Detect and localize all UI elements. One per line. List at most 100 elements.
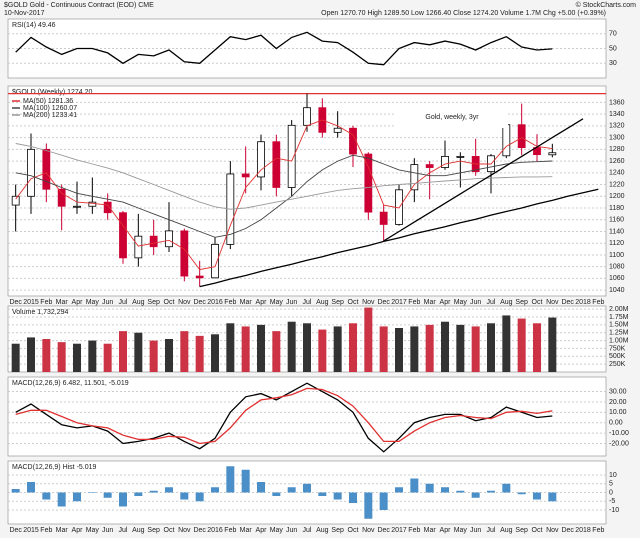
y-tick-label: 70 <box>609 31 617 38</box>
bar <box>517 492 526 495</box>
candle-body <box>57 188 66 207</box>
candle-body <box>11 195 20 206</box>
bar <box>257 482 265 493</box>
x-tick-label: 2017 <box>391 527 407 534</box>
bar <box>119 331 127 372</box>
candle-body <box>502 124 511 157</box>
x-tick-label: Jul <box>487 527 496 534</box>
bar <box>27 482 35 493</box>
credit: © StockCharts.com <box>576 1 637 9</box>
bar <box>425 483 434 493</box>
x-tick-label: Feb <box>40 527 52 534</box>
bar <box>73 492 81 502</box>
y-tick-label: 10 <box>609 472 617 479</box>
x-tick-label: Jul <box>303 299 312 306</box>
bar <box>517 318 526 372</box>
y-tick-label: 0 <box>609 489 613 496</box>
x-tick-label: 2018 <box>575 299 591 306</box>
x-tick-label: Sep <box>515 299 528 306</box>
bar <box>88 340 97 372</box>
candle-body <box>456 155 465 158</box>
legend-label: MA(100) 1260.07 <box>23 105 77 112</box>
bar <box>149 490 158 493</box>
bar <box>318 492 327 496</box>
candle-body <box>257 141 265 178</box>
x-tick-label: Oct <box>532 299 543 306</box>
y-tick-label: 2.00M <box>609 306 629 313</box>
x-tick-label: Feb <box>408 299 420 306</box>
y-tick-label: 1200 <box>609 193 625 200</box>
x-tick-label: Aug <box>500 299 513 306</box>
y-tick-label: 1120 <box>609 240 624 247</box>
y-tick-label: 5 <box>609 481 613 488</box>
x-tick-label: Oct <box>164 299 175 306</box>
x-tick-label: Nov <box>362 299 375 306</box>
bar <box>226 323 235 372</box>
candle-body <box>303 107 311 126</box>
x-tick-label: Feb <box>408 527 420 534</box>
x-tick-label: Oct <box>164 527 175 534</box>
bar <box>471 326 480 372</box>
panel-title: Volume 1,732,294 <box>12 309 69 316</box>
y-tick-label: 500K <box>609 353 626 360</box>
candle-body <box>73 205 81 208</box>
bar <box>487 323 495 372</box>
bar <box>57 492 66 507</box>
candle-body <box>349 127 357 155</box>
bar <box>303 323 311 372</box>
x-tick-label: May <box>270 527 284 534</box>
x-tick-label: 2015 <box>23 299 39 306</box>
x-tick-label: Apr <box>256 299 268 306</box>
x-tick-label: Feb <box>224 299 236 306</box>
bar <box>364 307 373 372</box>
x-tick-label: Apr <box>72 527 84 534</box>
bar <box>471 492 480 498</box>
x-tick-label: Feb <box>40 299 52 306</box>
bar <box>441 487 449 493</box>
bar <box>11 489 20 493</box>
y-tick-label: 1180 <box>609 205 624 212</box>
bar <box>548 492 557 502</box>
y-tick-label: 1.75M <box>609 314 629 321</box>
x-tick-label: Oct <box>532 527 543 534</box>
bar <box>241 326 250 372</box>
y-tick-label: 1340 <box>609 111 625 118</box>
panel <box>7 376 607 457</box>
bar <box>533 492 541 500</box>
x-tick-label: 2015 <box>23 527 39 534</box>
candle-body <box>287 124 296 188</box>
y-tick-label: 1040 <box>609 287 625 294</box>
candle-body <box>211 243 219 279</box>
bar <box>272 331 281 372</box>
symbol-line: $GOLD Gold - Continuous Contract (EOD) C… <box>4 2 154 9</box>
series-line <box>15 119 553 271</box>
x-tick-label: Nov <box>546 299 559 306</box>
x-tick-label: Apr <box>256 527 268 534</box>
x-tick-label: 2017 <box>391 299 407 306</box>
bar <box>88 492 97 493</box>
bar <box>287 487 296 493</box>
bar <box>103 343 112 372</box>
x-tick-label: Mar <box>240 527 253 534</box>
x-tick-label: Aug <box>132 527 145 534</box>
x-tick-label: May <box>86 299 100 306</box>
y-tick-label: 1060 <box>609 275 625 282</box>
y-tick-label: -10.00 <box>609 430 629 437</box>
x-tick-label: Feb <box>592 299 604 306</box>
bar <box>349 323 357 372</box>
bar <box>333 326 342 372</box>
x-tick-label: Aug <box>316 527 329 534</box>
y-tick-label: 1260 <box>609 158 625 165</box>
x-tick-label: May <box>86 527 100 534</box>
x-tick-label: Aug <box>132 299 145 306</box>
bar <box>502 315 511 372</box>
bar <box>134 492 143 496</box>
x-tick-label: Jul <box>303 527 312 534</box>
x-tick-label: Oct <box>348 299 359 306</box>
panel <box>7 18 607 79</box>
y-tick-label: 10.00 <box>609 409 627 416</box>
candle-body <box>119 212 127 259</box>
x-tick-label: Mar <box>424 299 437 306</box>
x-tick-label: Dec <box>193 527 206 534</box>
y-tick-label: 1220 <box>609 181 625 188</box>
